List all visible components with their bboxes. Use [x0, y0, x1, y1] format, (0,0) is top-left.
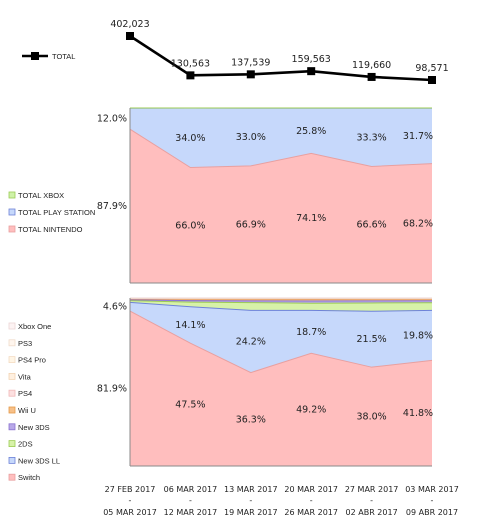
- x-tick-label-end: 12 MAR 2017: [164, 508, 218, 517]
- x-tick-label-sep: -: [189, 496, 192, 505]
- data-label: 68.2%: [403, 218, 433, 229]
- legend-swatch: [8, 339, 16, 347]
- legend-label: PS4: [18, 389, 32, 398]
- boundary-2ds: [129, 300, 433, 304]
- total-point: [126, 32, 134, 40]
- total-data-label: 402,023: [110, 19, 149, 30]
- x-tick-label-sep: -: [129, 496, 132, 505]
- x-tick-label-end: 26 MAR 2017: [284, 508, 338, 517]
- legend-swatch: [8, 372, 16, 380]
- data-label: 41.8%: [403, 408, 433, 419]
- model-share-chart: 81.9% 47.5% 36.3% 49.2% 38.0% 41.8% 4.6% 14.1% 2…: [8, 297, 433, 482]
- data-label: 33.0%: [236, 132, 266, 143]
- area-new-3ds: [130, 299, 432, 304]
- data-label: 66.9%: [236, 219, 266, 230]
- total-point: [246, 70, 255, 79]
- legend-swatch: [8, 191, 16, 199]
- data-label: 74.1%: [296, 213, 326, 224]
- legend-swatch: [8, 225, 16, 233]
- legend-label: Xbox One: [18, 322, 51, 331]
- data-label: 12.0%: [97, 114, 127, 125]
- legend-label: TOTAL XBOX: [18, 191, 64, 200]
- data-label: 66.0%: [175, 220, 205, 231]
- x-tick-label-sep: -: [249, 496, 252, 505]
- legend-swatch: [8, 208, 16, 216]
- data-label: 49.2%: [296, 405, 326, 416]
- platform-share-chart: 87.9% 66.0% 66.9% 74.1% 66.6% 68.2% 12.0% 34.0%…: [8, 107, 433, 284]
- data-label: 36.3%: [236, 414, 266, 425]
- x-tick-label-start: 06 MAR 2017: [164, 485, 218, 494]
- data-label: 33.3%: [357, 132, 387, 143]
- total-data-label: 98,571: [415, 63, 448, 74]
- data-label: 21.5%: [357, 334, 387, 345]
- area-switch: [130, 311, 432, 466]
- area-new-3ds-ll: [130, 302, 432, 373]
- legend-label: TOTAL NINTENDO: [18, 225, 83, 234]
- data-label: 38.0%: [357, 412, 387, 423]
- total-point: [367, 72, 376, 81]
- x-tick-label-start: 20 MAR 2017: [284, 485, 338, 494]
- x-tick-label-start: 27 MAR 2017: [345, 485, 399, 494]
- x-tick-label-end: 09 ABR 2017: [406, 508, 458, 517]
- legend-label: Wii U: [18, 406, 36, 415]
- area-total-nintendo: [130, 129, 432, 283]
- data-label: 25.8%: [296, 126, 326, 137]
- data-label: 87.9%: [97, 201, 127, 212]
- legend-swatch: [8, 389, 16, 397]
- legend-label: New 3DS LL: [18, 456, 60, 465]
- legend-label: Vita: [18, 372, 32, 381]
- legend-label: 2DS: [18, 440, 33, 449]
- data-label: 24.2%: [236, 336, 266, 347]
- x-tick-label-start: 13 MAR 2017: [224, 485, 278, 494]
- total-data-label: 159,563: [292, 54, 331, 65]
- data-label: 4.6%: [103, 302, 127, 313]
- boundary-total-nintendo: [129, 128, 433, 169]
- legend-swatch: [8, 456, 16, 464]
- total-line-chart: 402,023 130,563 137,539 159,563 119,660 98,57…: [22, 19, 449, 84]
- legend-swatch: [8, 356, 16, 364]
- data-label: 66.6%: [357, 220, 387, 231]
- x-tick-label-end: 19 MAR 2017: [224, 508, 278, 517]
- legend-marker-swatch: [31, 52, 39, 60]
- legend-label-total: TOTAL: [52, 52, 75, 61]
- data-label: 31.7%: [403, 131, 433, 142]
- data-label: 34.0%: [175, 133, 205, 144]
- data-label: 19.8%: [403, 330, 433, 341]
- x-tick-label-sep: -: [310, 496, 313, 505]
- legend-label: Switch: [18, 473, 40, 482]
- total-point: [307, 67, 316, 76]
- x-tick-label-start: 03 MAR 2017: [405, 485, 459, 494]
- total-point: [186, 71, 195, 80]
- total-point: [428, 76, 436, 84]
- legend-label: PS3: [18, 339, 32, 348]
- legend-swatch: [8, 473, 16, 481]
- boundary-switch: [129, 310, 433, 374]
- data-label: 81.9%: [97, 384, 127, 395]
- legend-label: TOTAL PLAY STATION: [18, 208, 95, 217]
- legend-swatch: [8, 322, 16, 330]
- x-tick-label-end: 02 ABR 2017: [346, 508, 398, 517]
- legend-swatch: [8, 440, 16, 448]
- legend-swatch: [8, 423, 16, 431]
- x-tick-label-sep: -: [370, 496, 373, 505]
- x-tick-label-sep: -: [431, 496, 434, 505]
- data-label: 47.5%: [175, 400, 205, 411]
- legend-label: New 3DS: [18, 423, 50, 432]
- data-label: 14.1%: [175, 320, 205, 331]
- x-axis-ticks: 27 FEB 2017 - 05 MAR 2017 06 MAR 2017 - 12 MA…: [103, 485, 459, 517]
- total-data-label: 137,539: [231, 57, 270, 68]
- boundary-new-3ds-ll: [129, 301, 433, 312]
- legend-swatch: [8, 406, 16, 414]
- x-tick-label-start: 27 FEB 2017: [105, 485, 156, 494]
- total-data-label: 130,563: [171, 58, 210, 69]
- total-series-line: [129, 34, 433, 82]
- legend-label: PS4 Pro: [18, 356, 46, 365]
- area-total-play-station: [130, 108, 432, 168]
- boundary-new-3ds: [129, 299, 433, 302]
- total-data-label: 119,660: [352, 60, 391, 71]
- x-tick-label-end: 05 MAR 2017: [103, 508, 157, 517]
- data-label: 18.7%: [296, 327, 326, 338]
